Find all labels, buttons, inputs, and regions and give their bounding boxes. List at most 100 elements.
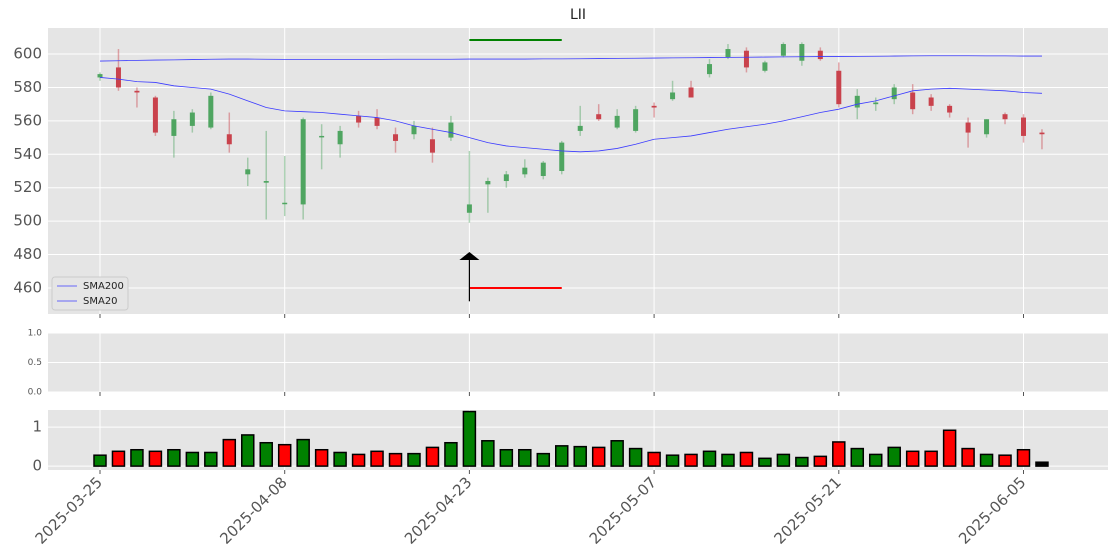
candle-body <box>910 92 916 110</box>
candle-body <box>984 119 990 135</box>
volume-bar <box>296 438 310 467</box>
y-tick-label: 580 <box>13 78 42 96</box>
volume-bar <box>924 450 938 467</box>
candle-body <box>337 130 343 145</box>
main-panel <box>48 28 1108 314</box>
candle-body <box>171 119 177 136</box>
candle-body <box>115 67 121 88</box>
volume-bar <box>444 441 458 467</box>
x-tick-label: 2025-04-23 <box>401 473 475 547</box>
candle-body <box>854 95 860 108</box>
volume-bar <box>850 447 865 467</box>
sma-line <box>99 55 1042 62</box>
volume-bar <box>573 445 587 467</box>
legend-label: SMA20 <box>83 296 118 307</box>
candle-body <box>448 122 454 138</box>
candle-body <box>688 87 694 98</box>
volume-bar <box>462 410 477 467</box>
volume-bar <box>832 441 846 467</box>
candle-body <box>300 119 306 205</box>
candle-body <box>596 114 602 120</box>
chart-title: LII <box>570 7 586 23</box>
y-tick-label: 460 <box>13 278 42 296</box>
candle-body <box>282 202 288 205</box>
volume-bar <box>351 453 366 467</box>
x-tick-label: 2025-05-07 <box>586 473 660 547</box>
candle-body <box>799 44 805 61</box>
candle-body <box>226 134 232 145</box>
candle-body <box>319 135 325 138</box>
candle-body <box>97 74 103 78</box>
volume-bar <box>628 447 643 467</box>
volume-bar <box>536 452 551 467</box>
volume-bar <box>407 452 421 467</box>
candle-body <box>947 105 953 113</box>
volume-bar <box>813 455 828 467</box>
volume-bar <box>758 457 772 467</box>
candle-body <box>928 97 934 106</box>
y-tick-label: 480 <box>13 245 42 263</box>
y-tick-label: 1.0 <box>28 329 43 339</box>
volume-bar <box>518 448 532 467</box>
y-tick-label: 560 <box>13 111 42 129</box>
volume-bar <box>684 453 698 467</box>
candle-body <box>485 181 491 185</box>
volume-bar <box>776 453 791 467</box>
volume-bar <box>1035 461 1049 467</box>
candle-body <box>1039 132 1045 135</box>
candle-body <box>1021 117 1026 136</box>
y-tick-label: 0 <box>32 457 42 475</box>
volume-bar <box>333 451 347 467</box>
candle-body <box>411 125 417 135</box>
candle-body <box>393 134 399 141</box>
volume-bar <box>93 454 107 467</box>
volume-bar <box>555 445 569 467</box>
volume-bar <box>1016 448 1031 467</box>
candle-body <box>725 49 731 58</box>
volume-bar <box>887 446 901 467</box>
volume-bar <box>167 448 181 467</box>
candle-body <box>559 142 565 171</box>
candle-body <box>356 115 362 123</box>
candle-body <box>743 50 749 68</box>
candle-body <box>873 102 879 105</box>
candle-body <box>540 162 546 177</box>
candle-body <box>762 62 768 71</box>
volume-bar <box>314 448 329 467</box>
y-tick-label: 0.5 <box>28 358 42 368</box>
y-tick-label: 0.0 <box>28 388 43 398</box>
candle-body <box>245 169 251 175</box>
x-tick-label: 2025-05-21 <box>770 473 844 547</box>
candle-body <box>1002 114 1008 120</box>
sma-line <box>99 77 1042 153</box>
candle-body <box>817 50 823 60</box>
volume-bar <box>979 453 994 467</box>
y-tick-label: 500 <box>13 212 42 230</box>
candle-body <box>670 92 676 100</box>
candle-body <box>577 125 583 131</box>
candle-body <box>522 167 528 175</box>
x-tick-label: 2025-06-05 <box>955 473 1029 547</box>
volume-bar <box>130 448 144 467</box>
candle-body <box>374 117 380 126</box>
volume-bar <box>647 451 661 467</box>
volume-bar <box>591 446 606 467</box>
volume-bar <box>702 450 717 467</box>
arrow-head <box>459 252 480 261</box>
volume-bar <box>721 453 735 467</box>
candle-body <box>152 97 158 133</box>
candle-body <box>965 122 971 133</box>
candle-body <box>208 95 214 128</box>
volume-bar <box>222 438 237 467</box>
candle-body <box>429 139 435 153</box>
candle-body <box>891 87 897 100</box>
legend-box <box>51 276 129 311</box>
legend: SMA200 SMA20 <box>51 276 129 311</box>
volume-bar <box>610 440 624 467</box>
volume-bar <box>739 451 754 467</box>
y-tick-label: 520 <box>13 178 42 196</box>
volume-bar <box>499 448 514 467</box>
x-tick-label: 2025-03-25 <box>32 473 106 547</box>
candle-body <box>503 174 509 182</box>
